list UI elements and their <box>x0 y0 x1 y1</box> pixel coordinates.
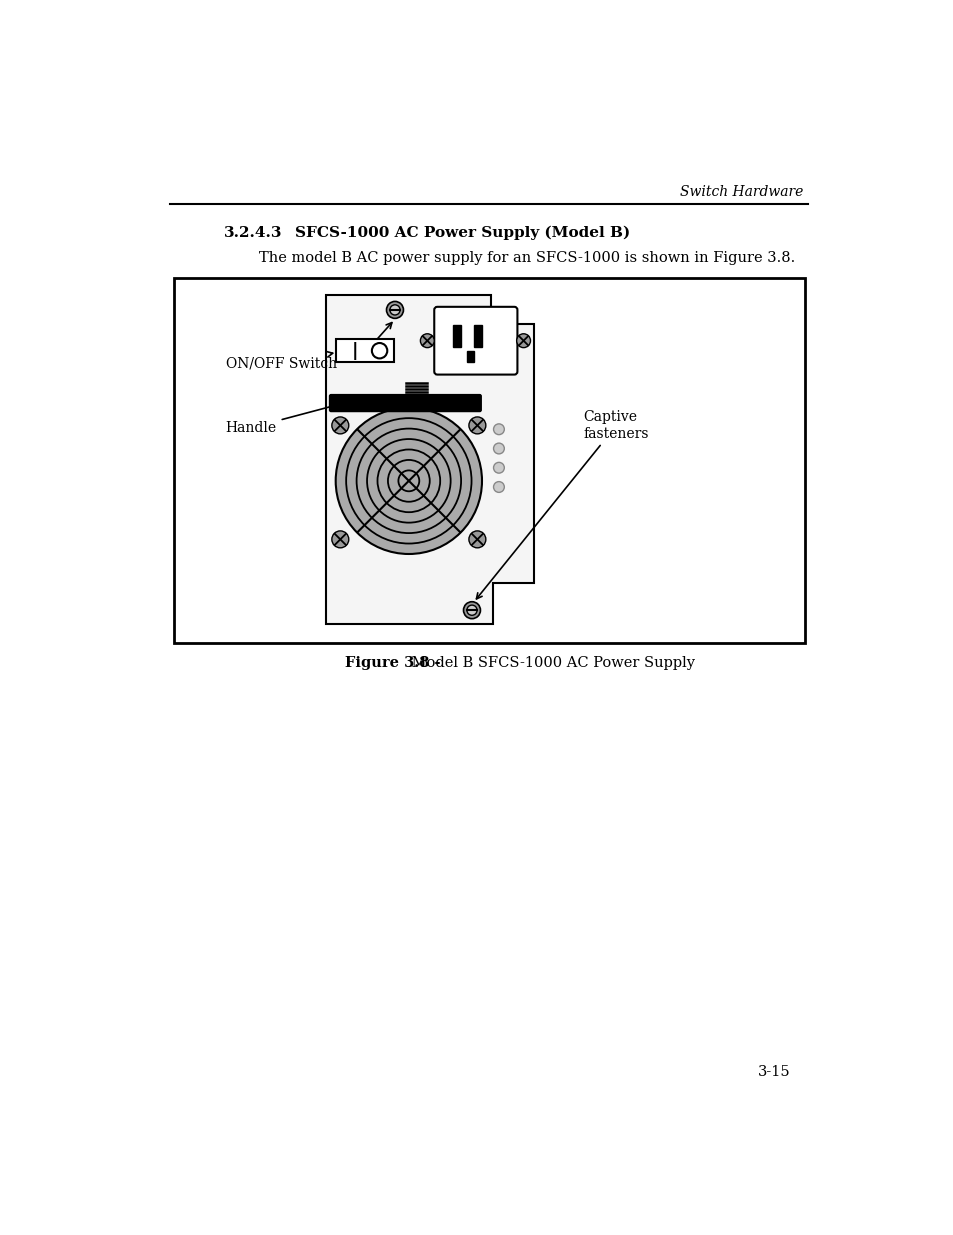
Text: Model B SFCS-1000 AC Power Supply: Model B SFCS-1000 AC Power Supply <box>406 656 694 669</box>
Circle shape <box>420 333 434 347</box>
Text: 3-15: 3-15 <box>757 1066 789 1079</box>
Text: Captive
fasteners: Captive fasteners <box>476 410 648 599</box>
Text: 3.2.4.3: 3.2.4.3 <box>224 226 282 240</box>
Circle shape <box>517 333 530 347</box>
Bar <box>466 352 473 362</box>
Circle shape <box>463 601 480 619</box>
Text: ON/OFF Switch: ON/OFF Switch <box>225 352 336 370</box>
Text: Figure 3.8 -: Figure 3.8 - <box>345 656 440 669</box>
Circle shape <box>335 408 481 555</box>
Text: Switch Hardware: Switch Hardware <box>679 185 803 199</box>
Bar <box>335 340 394 362</box>
Circle shape <box>493 462 504 473</box>
Bar <box>473 325 481 347</box>
Text: The model B AC power supply for an SFCS-1000 is shown in Figure 3.8.: The model B AC power supply for an SFCS-… <box>258 251 794 264</box>
FancyBboxPatch shape <box>434 306 517 374</box>
Polygon shape <box>325 294 533 624</box>
FancyBboxPatch shape <box>329 395 480 411</box>
Circle shape <box>332 417 349 433</box>
Circle shape <box>493 424 504 435</box>
Text: |: | <box>352 342 357 359</box>
Bar <box>173 278 804 643</box>
Circle shape <box>493 443 504 454</box>
Text: SFCS-1000 AC Power Supply (Model B): SFCS-1000 AC Power Supply (Model B) <box>294 226 630 240</box>
Circle shape <box>386 301 403 319</box>
Circle shape <box>372 343 387 358</box>
Bar <box>453 325 460 347</box>
Circle shape <box>390 305 399 315</box>
Circle shape <box>466 605 476 615</box>
Circle shape <box>493 482 504 493</box>
Circle shape <box>469 531 485 548</box>
Text: Handle: Handle <box>225 404 336 435</box>
Circle shape <box>469 417 485 433</box>
Circle shape <box>332 531 349 548</box>
